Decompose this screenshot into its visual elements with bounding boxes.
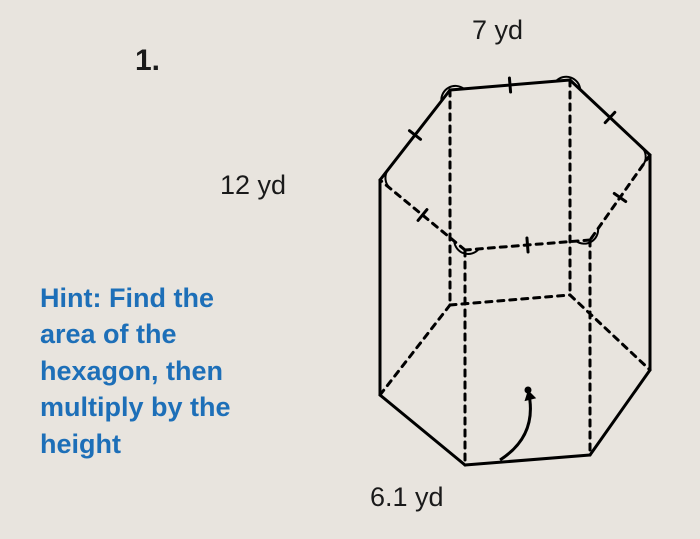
- dimension-top: 7 yd: [472, 15, 523, 46]
- hint-line4: multiply by the: [40, 392, 231, 422]
- hint-line2: area of the: [40, 319, 177, 349]
- problem-number: 1.: [135, 44, 160, 78]
- hint-line1: Find the: [101, 283, 213, 313]
- hint-text: Hint: Find the area of the hexagon, then…: [40, 280, 310, 462]
- dimension-left: 12 yd: [220, 170, 286, 201]
- hexagonal-prism-diagram: [310, 50, 690, 520]
- hint-line5: height: [40, 429, 121, 459]
- hint-label: Hint:: [40, 283, 101, 313]
- hint-line3: hexagon, then: [40, 356, 223, 386]
